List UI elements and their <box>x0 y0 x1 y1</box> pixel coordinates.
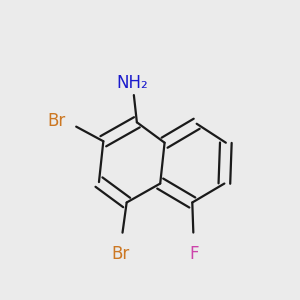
Text: Br: Br <box>112 245 130 263</box>
Text: NH₂: NH₂ <box>117 74 148 92</box>
Text: Br: Br <box>47 112 65 130</box>
Text: F: F <box>189 245 199 263</box>
